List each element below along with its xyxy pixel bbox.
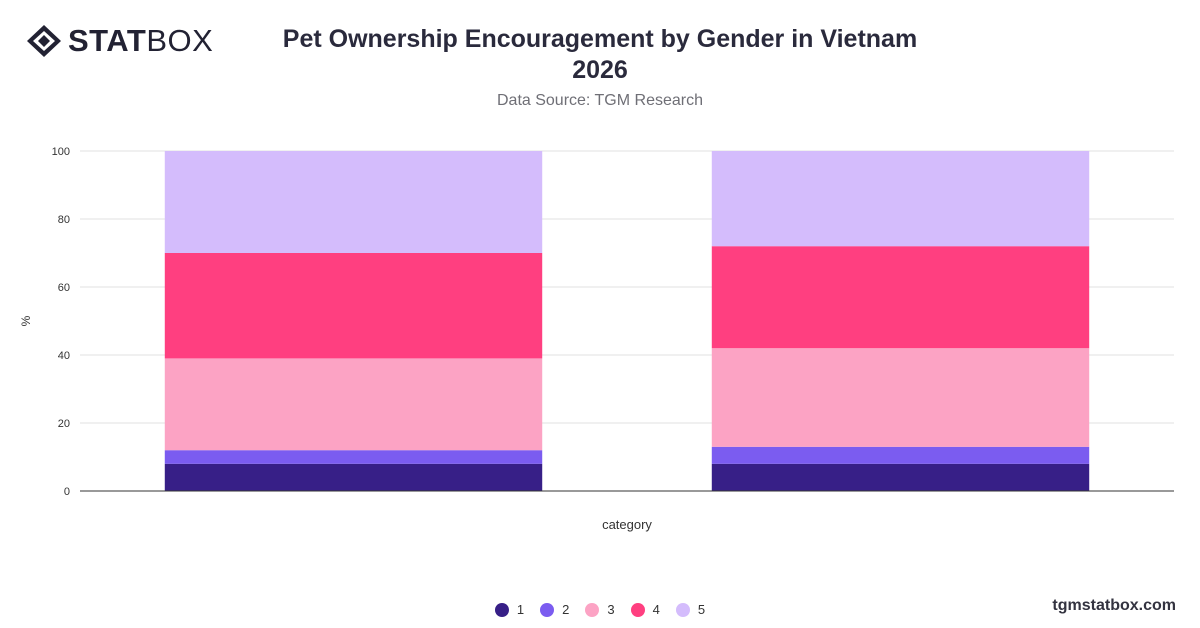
y-tick-label: 100 [52, 146, 70, 158]
legend-label: 4 [652, 602, 660, 617]
diamond-logo-icon [27, 25, 61, 57]
chart-title-line2: 2026 [572, 56, 628, 84]
legend: 1 2 3 4 5 [0, 602, 1200, 617]
logo-text-bold: STAT [68, 23, 147, 58]
legend-item-4: 4 [630, 602, 660, 617]
bar-segment-series-3-category-2 [711, 348, 1090, 447]
bar-segment-series-1-category-1 [164, 463, 543, 491]
chart-title: Pet Ownership Encouragement by Gender in… [250, 24, 950, 86]
bar-segment-series-2-category-2 [711, 446, 1090, 464]
x-axis-label: category [602, 517, 652, 532]
bar-segment-series-5-category-2 [711, 151, 1090, 247]
chart-subtitle: Data Source: TGM Research [496, 92, 703, 109]
y-tick-label: 80 [58, 214, 70, 226]
statbox-logo: STATBOX [26, 24, 213, 58]
bars [164, 151, 1090, 491]
y-axis-label: % [19, 315, 33, 326]
legend-label: 5 [697, 602, 706, 617]
y-tick-label: 20 [58, 418, 70, 430]
legend-label: 3 [607, 602, 615, 617]
bar-segment-series-5-category-1 [164, 151, 543, 253]
legend-item-2: 2 [540, 602, 569, 617]
footer-site: tgmstatbox.com [1052, 597, 1176, 614]
legend-label: 2 [562, 602, 570, 617]
chart-title-line1: Pet Ownership Encouragement by Gender in… [282, 25, 918, 53]
legend-label: 1 [516, 602, 525, 617]
y-tick-label: 60 [58, 282, 70, 294]
y-tick-label: 0 [64, 486, 70, 498]
y-tick-labels: 0 20 40 60 80 100 [52, 146, 70, 498]
legend-swatch [630, 602, 645, 617]
bar-segment-series-2-category-1 [164, 450, 543, 464]
legend-swatch [540, 602, 555, 617]
bar-segment-series-4-category-1 [164, 253, 543, 359]
legend-swatch [494, 602, 509, 617]
logo-text-light: BOX [146, 23, 214, 58]
legend-swatch [585, 602, 600, 617]
bar-segment-series-4-category-2 [711, 246, 1090, 349]
logo-text: STATBOX [68, 25, 213, 57]
legend-swatch [675, 602, 690, 617]
bar-segment-series-3-category-1 [164, 358, 543, 451]
legend-item-3: 3 [585, 602, 615, 617]
bar-segment-series-1-category-2 [711, 463, 1090, 491]
y-tick-label: 40 [58, 350, 70, 362]
legend-item-5: 5 [675, 602, 706, 617]
legend-item-1: 1 [494, 602, 525, 617]
